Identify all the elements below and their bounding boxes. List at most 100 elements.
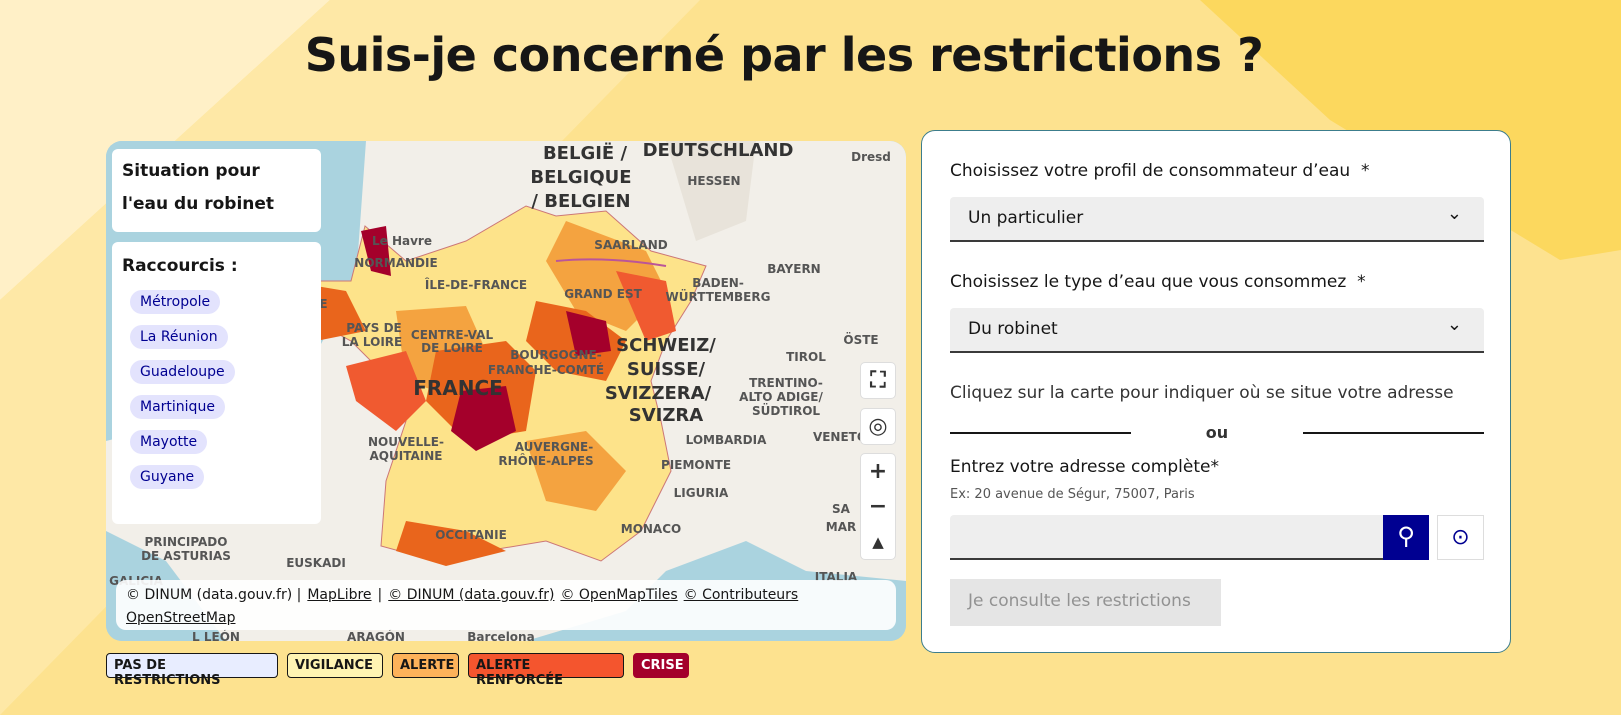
map-label: BELGIË / <box>543 142 628 164</box>
locate-control[interactable]: ◎ <box>861 409 895 444</box>
map-label: AQUITAINE <box>370 449 443 463</box>
map-label: SCHWEIZ/ <box>616 335 716 356</box>
map-label: CENTRE-VAL <box>411 328 494 342</box>
attribution-link[interactable]: MapLibre <box>307 587 372 603</box>
map-label: ALTO ADIGE/ <box>739 390 823 404</box>
map-label: LA LOIRE <box>342 335 402 349</box>
fullscreen-control[interactable]: ⛶ <box>861 363 895 398</box>
zoom-out[interactable]: − <box>868 494 888 519</box>
map-label: FRANCE <box>413 376 503 400</box>
attribution-text: | <box>377 587 383 603</box>
locate-icon[interactable]: ◎ <box>868 414 888 439</box>
map-label: EUSKADI <box>286 556 346 570</box>
map-label: PAYS DE <box>346 321 402 335</box>
map-label: SÜDTIROL <box>752 403 820 418</box>
map-hint: Cliquez sur la carte pour indiquer où se… <box>950 383 1454 403</box>
divider <box>1303 432 1484 434</box>
map-label: DEUTSCHLAND <box>643 141 794 161</box>
water-label: Choisissez le type d’eau que vous consom… <box>950 272 1366 292</box>
map-label: BELGIQUE <box>530 167 631 188</box>
geolocate-button[interactable]: ⊙ <box>1437 515 1484 560</box>
profile-label: Choisissez votre profil de consommateur … <box>950 161 1370 181</box>
map-label: TIROL <box>786 350 826 364</box>
map-label: AUVERGNE- <box>515 440 593 454</box>
page-title: Suis-je concerné par les restrictions ? <box>304 28 1264 82</box>
attribution-link[interactable]: © Contributeurs <box>683 587 799 603</box>
map-label: L LEÓN <box>192 629 240 641</box>
address-label: Entrez votre adresse complète* <box>950 457 1219 477</box>
map-label: DE ASTURIAS <box>141 549 231 563</box>
shortcut-pill[interactable]: La Réunion <box>130 325 228 349</box>
map-label: HESSEN <box>687 174 740 188</box>
legend-item: VIGILANCE <box>287 653 383 678</box>
submit-button[interactable]: Je consulte les restrictions <box>950 579 1221 626</box>
shortcut-pill[interactable]: Guyane <box>130 465 205 489</box>
or-separator: ou <box>1205 423 1229 442</box>
required-mark: * <box>1210 457 1219 477</box>
shortcut-pill[interactable]: Mayotte <box>130 430 208 454</box>
attribution-link[interactable]: © OpenMapTiles <box>560 587 678 603</box>
profile-label-text: Choisissez votre profil de consommateur … <box>950 161 1351 181</box>
address-hint: Ex: 20 avenue de Ségur, 75007, Paris <box>950 487 1195 502</box>
water-label-text: Choisissez le type d’eau que vous consom… <box>950 272 1347 292</box>
legend-item: ALERTE RENFORCÉE <box>468 653 624 688</box>
map-label: VENETO <box>813 430 867 444</box>
shortcut-pill[interactable]: Guadeloupe <box>130 360 235 384</box>
water-select[interactable]: Du robinet <box>950 308 1484 353</box>
map-label: LIGURIA <box>674 486 729 500</box>
attribution-text: © DINUM (data.gouv.fr) | <box>126 587 302 603</box>
fullscreen-icon[interactable]: ⛶ <box>870 368 886 393</box>
map-label: Barcelona <box>467 630 534 641</box>
divider <box>950 432 1131 434</box>
shortcuts-list: Métropole La Réunion Guadeloupe Martinique M… <box>122 290 311 489</box>
shortcut-pill[interactable]: Martinique <box>130 395 225 419</box>
map-label: TRENTINO- <box>749 376 823 390</box>
legend-item: CRISE <box>633 653 689 678</box>
address-input[interactable] <box>950 515 1383 560</box>
shortcuts-panel: Raccourcis : Métropole La Réunion Guadelou… <box>112 242 321 524</box>
map-label: ÖSTE <box>843 332 878 347</box>
compass[interactable]: ▲ <box>872 532 884 551</box>
map-label: ÎLE-DE-FRANCE <box>425 277 527 292</box>
map-label: OCCITANIE <box>435 528 507 542</box>
shortcuts-title: Raccourcis : <box>122 256 238 276</box>
map-label: BADEN- <box>692 276 744 290</box>
map-label: WÜRTTEMBERG <box>666 289 771 304</box>
map-label: SA <box>832 502 851 516</box>
map-label: MAR <box>826 520 856 534</box>
zoom-in[interactable]: + <box>868 459 888 484</box>
legend-item: PAS DE RESTRICTIONS <box>106 653 278 688</box>
map-label: / BELGIEN <box>531 191 630 212</box>
required-mark: * <box>1361 161 1370 181</box>
profile-select[interactable]: Un particulier <box>950 197 1484 242</box>
map-label: SUISSE/ <box>627 359 706 380</box>
map-label: ARAGÓN <box>347 629 405 641</box>
map-label: SVIZZERA/ <box>605 383 712 404</box>
map-attribution: © DINUM (data.gouv.fr) | MapLibre | © DINUM… <box>116 580 896 630</box>
map[interactable]: BELGIË / BELGIQUE / BELGIEN DEUTSCHLAND Dres… <box>106 141 906 641</box>
map-label: MONACO <box>621 522 681 536</box>
map-label: GRAND EST <box>564 287 642 301</box>
map-label: NOUVELLE- <box>368 435 444 449</box>
map-label: RHÔNE-ALPES <box>498 453 593 468</box>
map-label: SVIZRA <box>629 405 704 426</box>
map-label: PRINCIPADO <box>145 535 228 549</box>
map-label: SAARLAND <box>594 238 667 252</box>
zoom-controls: + − ▲ <box>861 454 895 559</box>
map-label: Dresd <box>851 150 891 164</box>
map-label: FRANCHE-COMTÉ <box>488 362 604 377</box>
map-label: NORMANDIE <box>354 256 437 270</box>
legend-item: ALERTE <box>392 653 459 678</box>
map-label: BAYERN <box>767 262 820 276</box>
address-label-text: Entrez votre adresse complète <box>950 457 1211 477</box>
attribution-link[interactable]: © DINUM (data.gouv.fr) <box>388 587 555 603</box>
map-label: PIEMONTE <box>661 458 731 472</box>
shortcut-pill[interactable]: Métropole <box>130 290 221 314</box>
search-button[interactable]: ⚲ <box>1383 515 1429 560</box>
required-mark: * <box>1357 272 1366 292</box>
map-panel-title: Situation pour l'eau du robinet <box>112 149 321 232</box>
map-label: Le Havre <box>372 234 432 248</box>
attribution-link[interactable]: OpenStreetMap <box>126 610 236 626</box>
